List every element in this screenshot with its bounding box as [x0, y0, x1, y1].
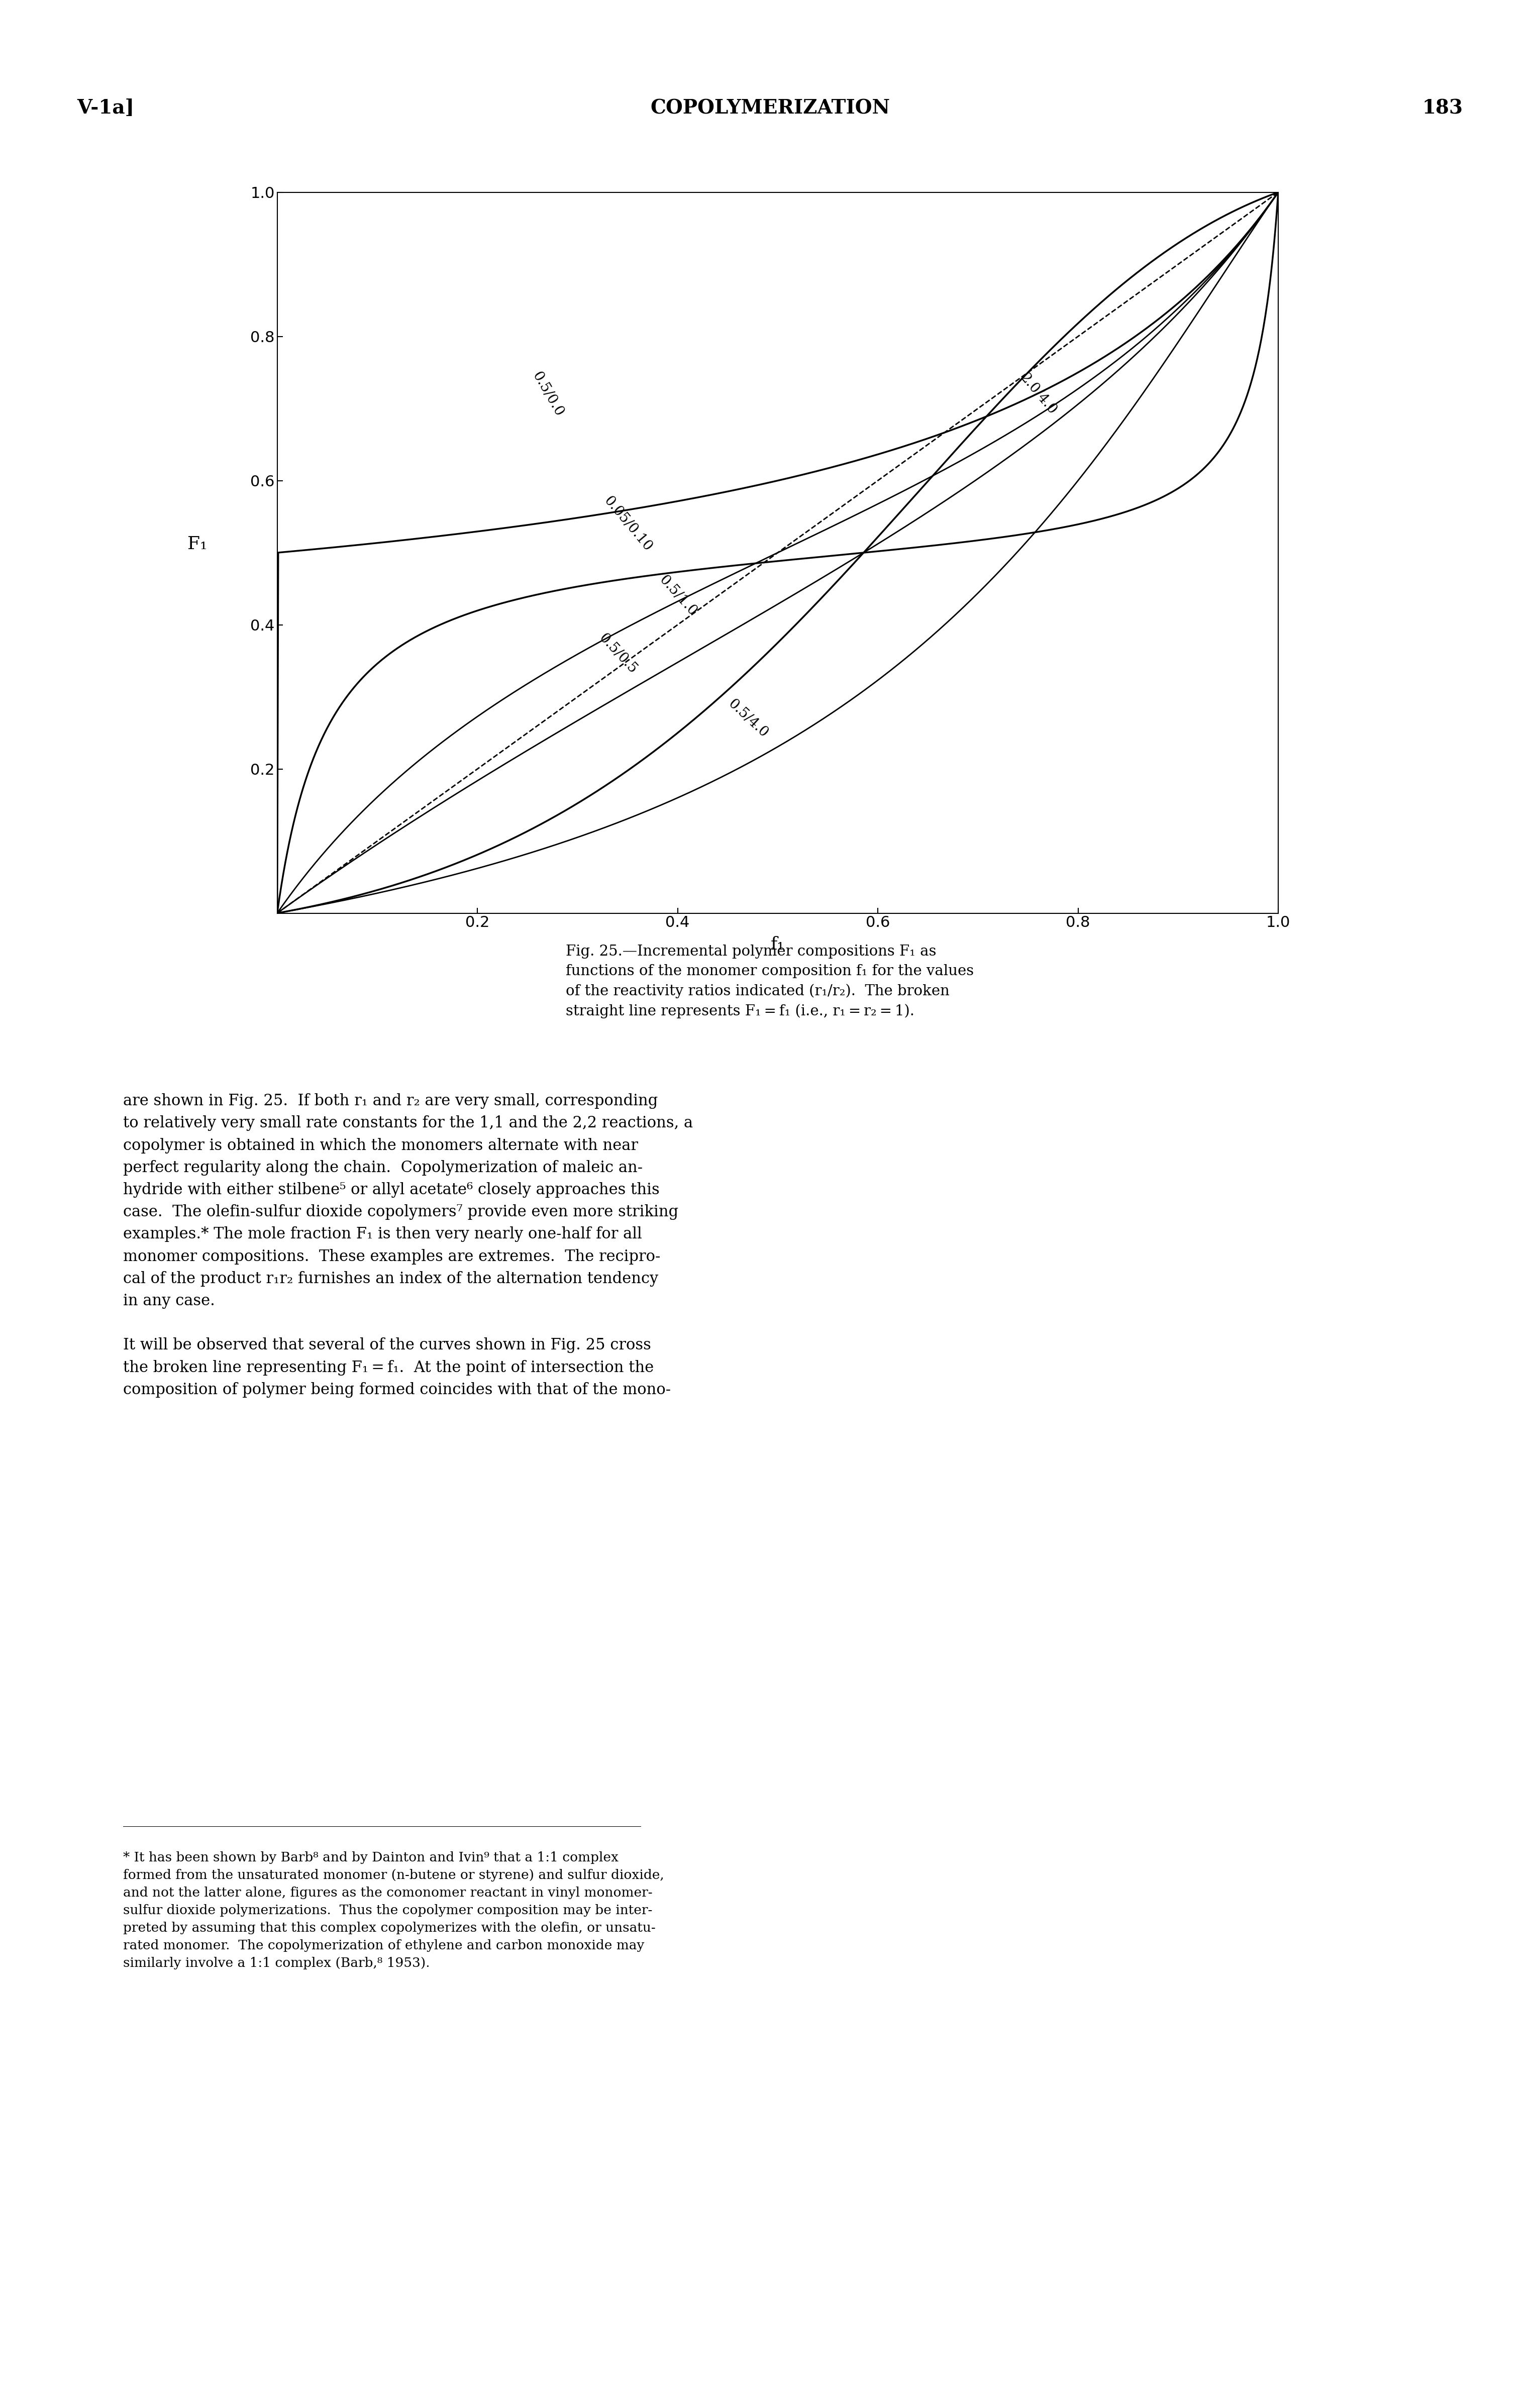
- Text: are shown in Fig. 25.  If both r₁ and r₂ are very small, corresponding
to relati: are shown in Fig. 25. If both r₁ and r₂ …: [123, 1093, 693, 1399]
- Text: 0.5/4.0: 0.5/4.0: [725, 697, 770, 740]
- Text: 183: 183: [1423, 99, 1463, 118]
- Text: 2.0/4.0: 2.0/4.0: [1016, 370, 1060, 418]
- X-axis label: f₁: f₁: [770, 935, 785, 954]
- Text: 0.5/0.5: 0.5/0.5: [596, 632, 639, 675]
- Text: 0.5/0.0: 0.5/0.0: [530, 370, 565, 418]
- Y-axis label: F₁: F₁: [188, 536, 206, 553]
- Text: 0.05/0.10: 0.05/0.10: [601, 493, 654, 555]
- Text: Fig. 25.—Incremental polymer compositions F₁ as
functions of the monomer composi: Fig. 25.—Incremental polymer composition…: [567, 944, 973, 1019]
- Text: * It has been shown by Barb⁸ and by Dainton and Ivin⁹ that a 1:1 complex
formed : * It has been shown by Barb⁸ and by Dain…: [123, 1853, 664, 1970]
- Text: 0.5/1.0: 0.5/1.0: [656, 572, 699, 620]
- Text: COPOLYMERIZATION: COPOLYMERIZATION: [650, 99, 890, 118]
- Text: V-1a]: V-1a]: [77, 99, 134, 118]
